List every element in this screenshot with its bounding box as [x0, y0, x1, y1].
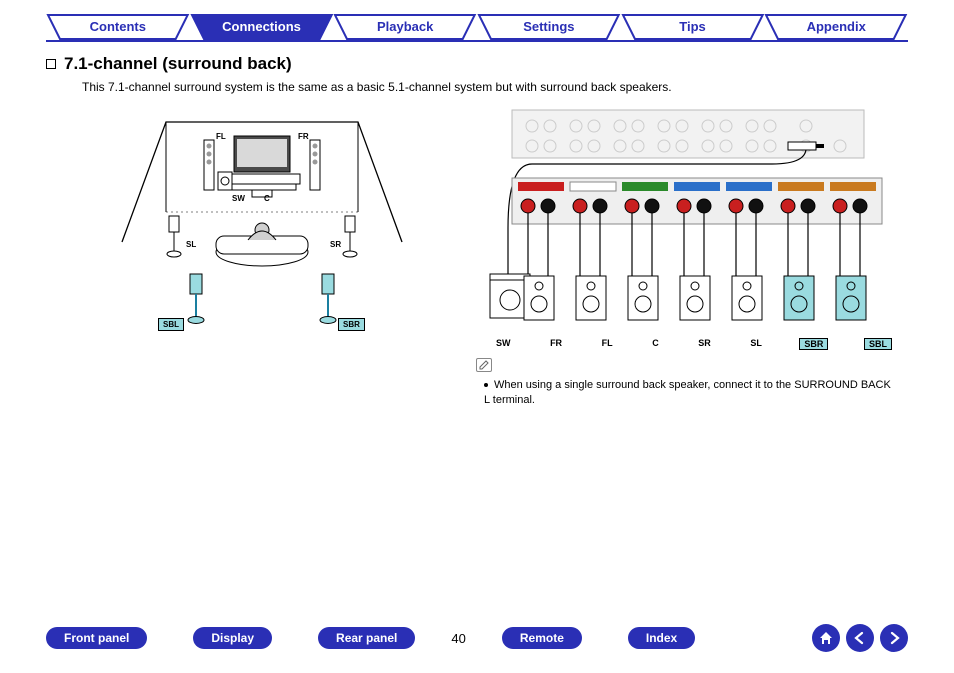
tab-label: Appendix: [807, 19, 866, 34]
conn-label-c: C: [650, 338, 661, 350]
tab-settings[interactable]: Settings: [477, 14, 621, 40]
label-fr: FR: [298, 132, 309, 141]
connection-labels: SW FR FL C SR SL SBR SBL: [494, 338, 892, 350]
tab-contents[interactable]: Contents: [46, 14, 190, 40]
tab-playback[interactable]: Playback: [333, 14, 477, 40]
conn-label-sl: SL: [748, 338, 764, 350]
btn-front-panel[interactable]: Front panel: [46, 627, 147, 649]
label-sl: SL: [186, 240, 196, 249]
tab-tips[interactable]: Tips: [621, 14, 765, 40]
tab-appendix[interactable]: Appendix: [764, 14, 908, 40]
home-icon[interactable]: [812, 624, 840, 652]
nav-underline: [46, 40, 908, 42]
tab-label: Connections: [222, 19, 301, 34]
note-block: When using a single surround back speake…: [476, 358, 894, 408]
btn-index[interactable]: Index: [628, 627, 695, 649]
connection-diagram: SW FR FL C SR SL SBR SBL: [472, 108, 892, 348]
tab-label: Contents: [90, 19, 146, 34]
conn-label-sw: SW: [494, 338, 513, 350]
conn-label-fl: FL: [600, 338, 615, 350]
conn-label-fr: FR: [548, 338, 564, 350]
conn-badge-sbr: SBR: [799, 338, 828, 350]
label-sw: SW: [232, 194, 245, 203]
tab-label: Settings: [523, 19, 574, 34]
room-layout-diagram: FL FR SW C SL SR SBL SBR: [116, 112, 408, 352]
heading-subtitle: This 7.1-channel surround system is the …: [82, 80, 672, 94]
conn-badge-sbl: SBL: [864, 338, 892, 350]
label-sr: SR: [330, 240, 341, 249]
prev-icon[interactable]: [846, 624, 874, 652]
label-fl: FL: [216, 132, 226, 141]
bullet-square-icon: [46, 59, 56, 69]
badge-sbl: SBL: [158, 318, 184, 331]
tab-label: Playback: [377, 19, 433, 34]
note-text: When using a single surround back speake…: [476, 378, 894, 408]
btn-remote[interactable]: Remote: [502, 627, 582, 649]
section-heading: 7.1-channel (surround back): [46, 54, 292, 74]
bottom-nav: Front panel Display Rear panel 40 Remote…: [46, 623, 908, 653]
badge-sbr: SBR: [338, 318, 365, 331]
label-c: C: [264, 194, 270, 203]
pencil-icon: [476, 358, 492, 372]
next-icon[interactable]: [880, 624, 908, 652]
top-nav: Contents Connections Playback Settings T…: [46, 14, 908, 42]
btn-rear-panel[interactable]: Rear panel: [318, 627, 415, 649]
tab-connections[interactable]: Connections: [190, 14, 334, 40]
conn-label-sr: SR: [696, 338, 713, 350]
tab-label: Tips: [679, 19, 706, 34]
heading-text: 7.1-channel (surround back): [64, 54, 292, 74]
btn-display[interactable]: Display: [193, 627, 272, 649]
page-number: 40: [451, 631, 465, 646]
